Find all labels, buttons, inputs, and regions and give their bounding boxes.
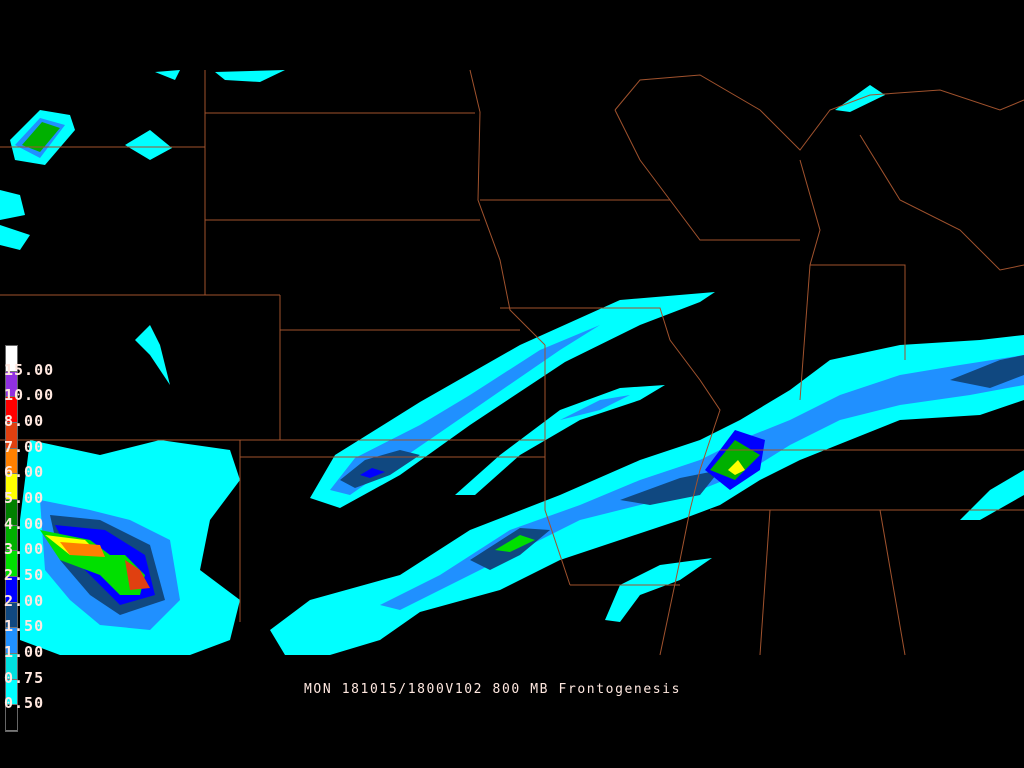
legend-label: 6.00 [4,463,45,482]
state-borders [0,69,1024,656]
contour-band-0.5 [215,70,285,82]
legend-swatch [6,525,17,552]
contour-band-2.0 [360,468,385,478]
legend-swatch [6,551,17,578]
legend-label: 10.00 [4,386,55,405]
contour-band-1.5 [620,470,720,505]
legend-label: 2.50 [4,566,45,584]
legend-label: 1.50 [4,617,45,636]
contour-band-3.0 [495,535,535,552]
legend-swatch [6,602,17,629]
legend-swatch [6,397,17,424]
legend-swatch [6,500,17,526]
contour-band-0.5 [155,70,180,80]
contour-band-1.5 [340,450,420,488]
legend-swatch [6,705,17,732]
legend-label: 15.00 [4,360,55,379]
legend-label: 0.75 [4,668,45,687]
legend-swatch [6,448,17,475]
contour-band-5.0 [728,460,745,475]
legend-label: 4.00 [4,514,45,533]
contour-band-7.0 [60,542,105,557]
contour-band-0.5 [125,130,172,160]
legend-swatch [6,423,17,449]
legend-label: 5.00 [4,489,45,507]
legend-label: 2.00 [4,591,45,610]
contour-band-0.5 [0,190,25,220]
color-legend-bar [5,345,18,732]
legend-label: 0.50 [4,694,45,713]
legend-swatch [6,346,17,372]
legend-swatch [6,474,17,501]
legend-label: 8.00 [4,412,45,430]
contour-band-3.0 [22,122,60,152]
legend-label: 7.00 [4,437,45,456]
contour-band-0.5 [960,470,1024,520]
legend-label: 1.00 [4,643,45,661]
legend-swatch [6,577,17,603]
contour-band-1.5 [950,355,1024,388]
map-caption: MON 181015/1800V102 800 MB Frontogenesis [304,682,682,697]
legend-swatch [6,371,17,398]
contour-band-0.5 [455,385,665,495]
frontogenesis-contours [0,70,1024,655]
contour-band-7.0 [125,560,150,590]
legend-swatch [6,654,17,680]
contour-band-0.5 [605,558,712,622]
contour-band-0.5 [135,325,170,385]
legend-swatch [6,628,17,655]
contour-band-1.0 [560,395,630,420]
legend-label: 3.00 [4,540,45,559]
contour-band-0.5 [0,225,30,250]
legend-swatch [6,679,17,706]
